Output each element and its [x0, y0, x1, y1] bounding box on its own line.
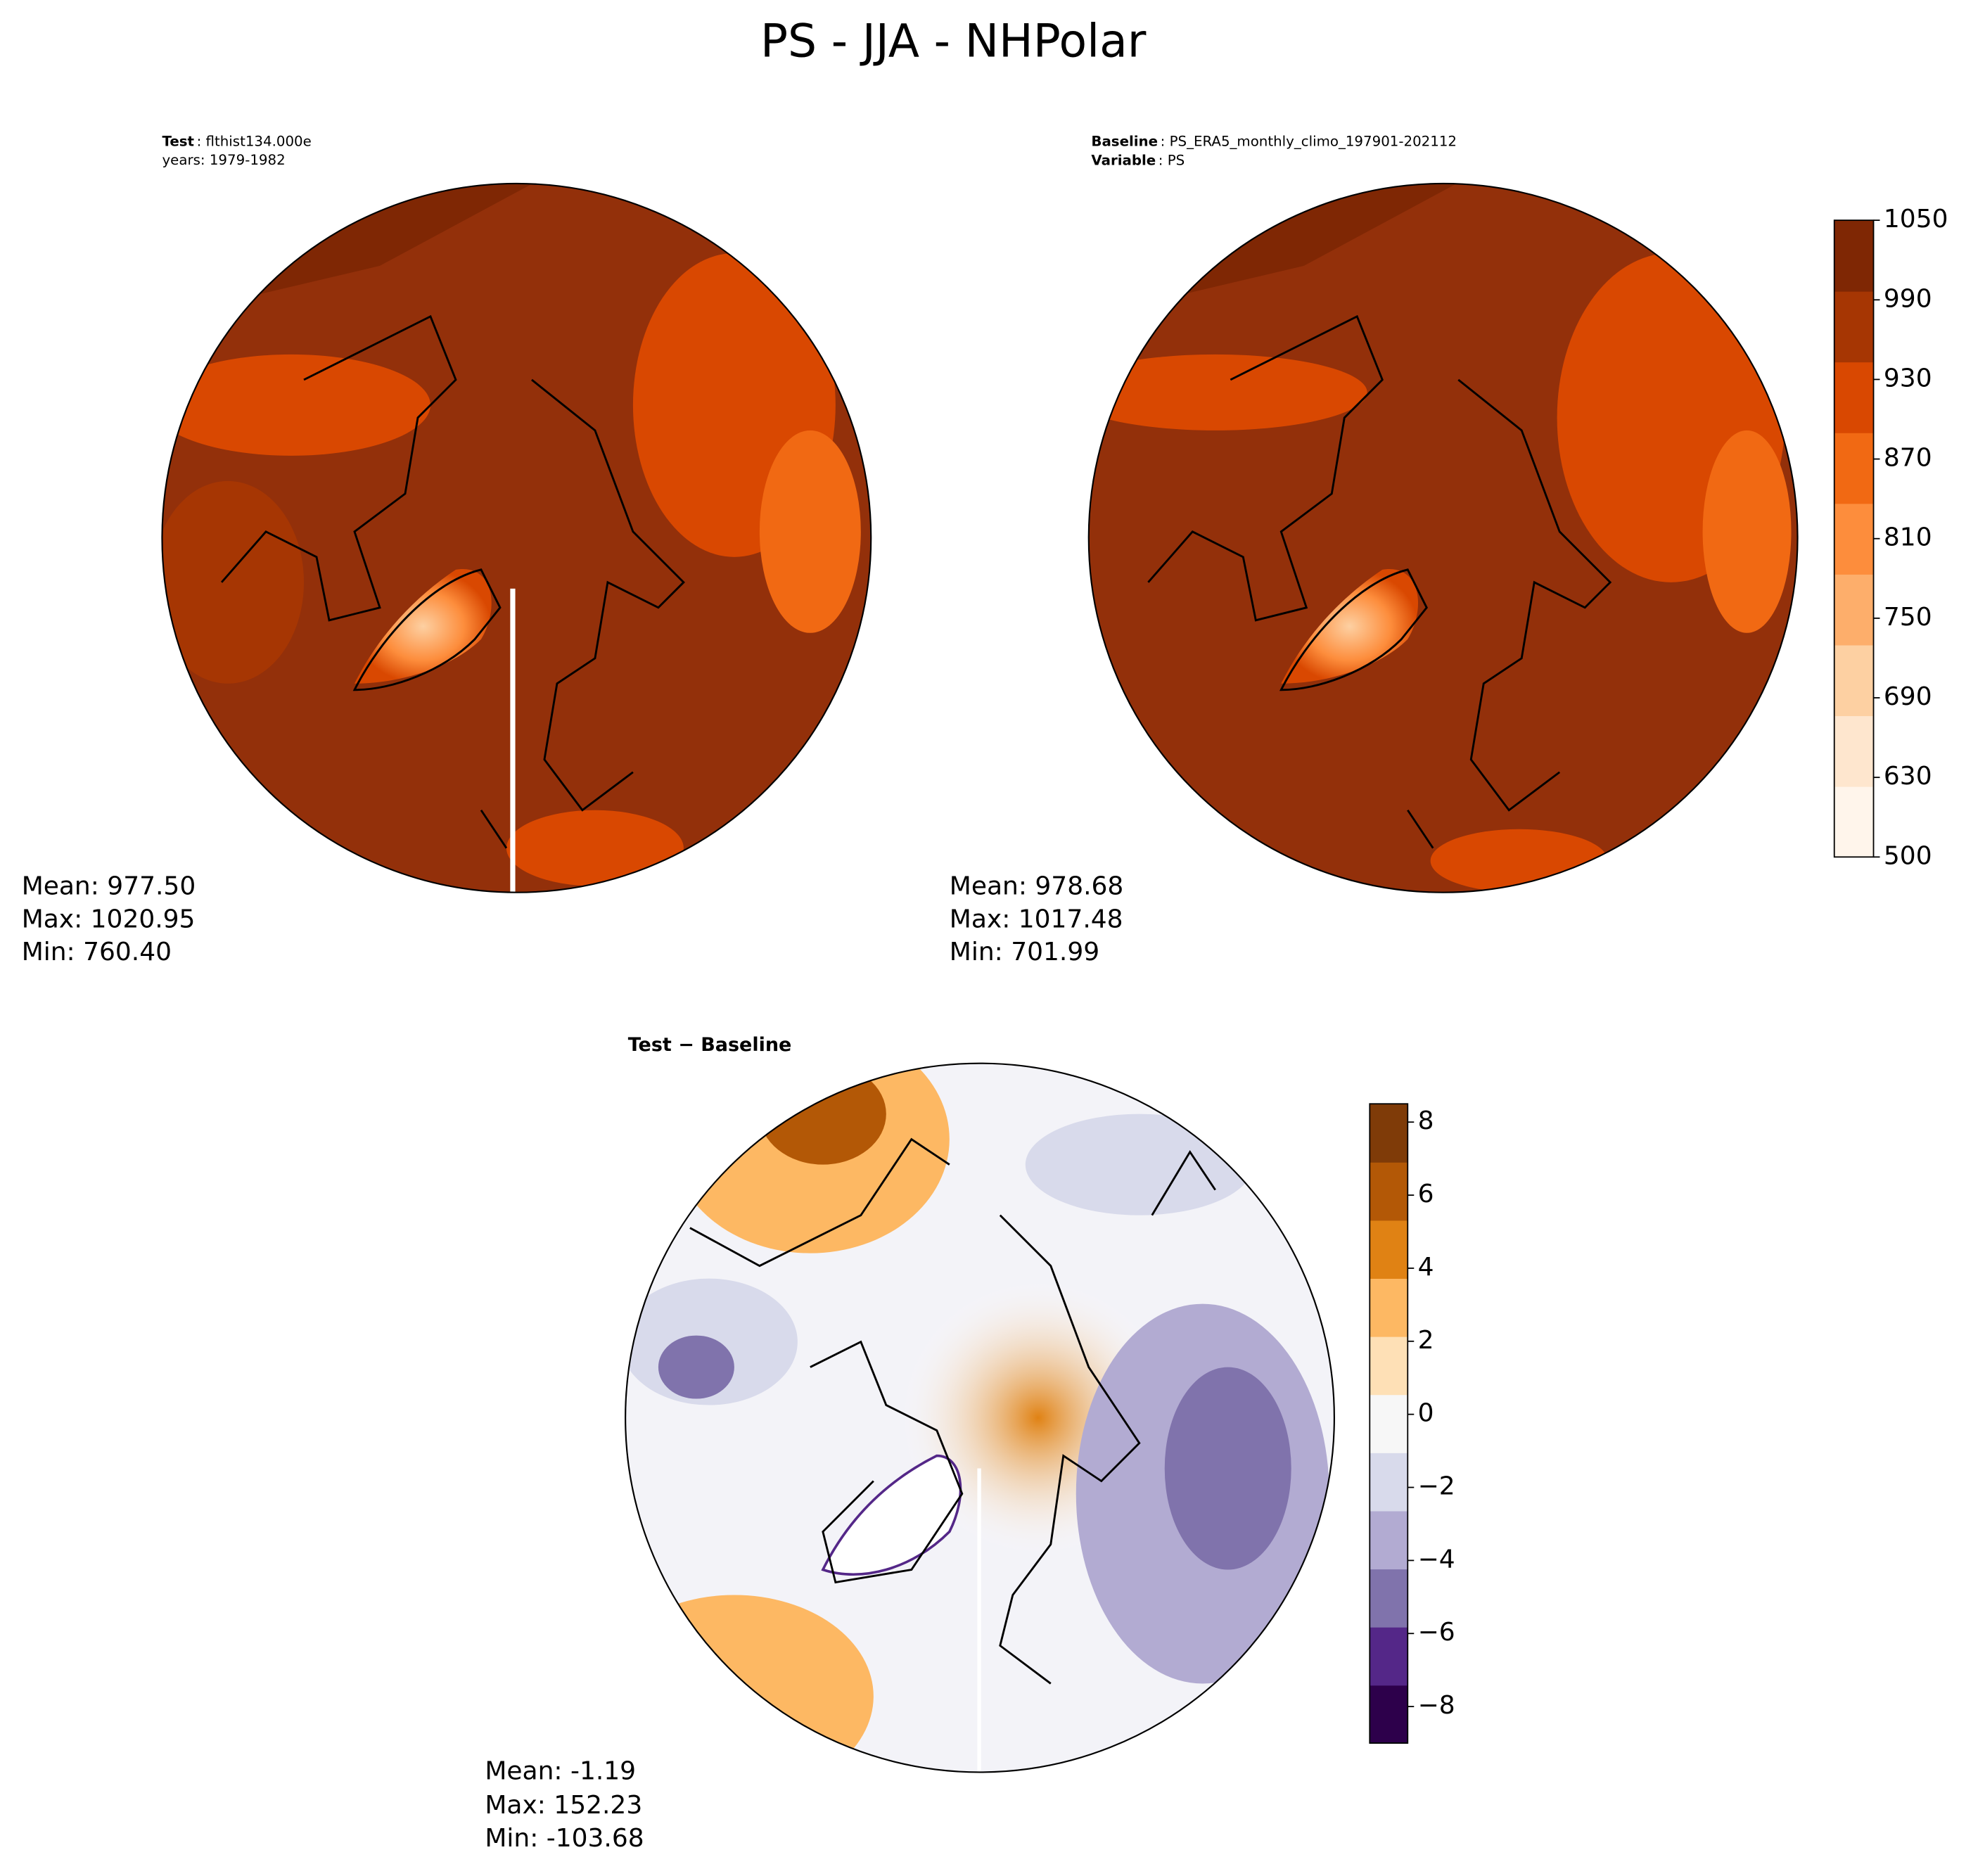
colorbar-tick-label: 8: [1418, 1106, 1434, 1135]
colorbar-band: [1370, 1220, 1408, 1280]
panel-label: Baseline: PS_ERA5_monthly_climo_197901-2…: [1091, 133, 1457, 149]
label-value: : flthist134.000e: [197, 133, 312, 149]
label-value: : PS_ERA5_monthly_climo_197901-202112: [1161, 133, 1457, 149]
colorbar-band: [1370, 1569, 1408, 1628]
colorbar-band: [1370, 1685, 1408, 1744]
panel-label: Test − Baseline: [628, 1034, 792, 1056]
panel-sublabel: Variable: PS: [1091, 152, 1185, 168]
colorbar-tick-label: 870: [1884, 444, 1932, 473]
colorbar-tick-label: −2: [1418, 1472, 1455, 1501]
figure-title: PS - JJA - NHPolar: [760, 15, 1147, 68]
colorbar-tick-label: 500: [1884, 841, 1932, 870]
colorbar-band: [1834, 291, 1874, 363]
colorbar-tick-label: 810: [1884, 523, 1932, 552]
colorbar-tick-label: 930: [1884, 364, 1932, 393]
colorbar-band: [1834, 574, 1874, 646]
colorbar-frame: [1369, 1103, 1409, 1744]
panel-label: Test: flthist134.000e: [162, 133, 311, 149]
colorbar-band: [1370, 1161, 1408, 1221]
colorbar-band: [1834, 715, 1874, 787]
stat-max: Max: 152.23: [485, 1791, 642, 1820]
colorbar-tick-label: 630: [1884, 762, 1932, 791]
stat-min: Min: 760.40: [22, 938, 172, 966]
colorbar-tick-label: 990: [1884, 284, 1932, 313]
label-key: Baseline: [1091, 133, 1158, 149]
colorbar-band: [1834, 503, 1874, 575]
colorbar-tick-label: 690: [1884, 682, 1932, 711]
stat-mean: Mean: -1.19: [485, 1756, 636, 1785]
colorbar-band: [1370, 1278, 1408, 1337]
stat-mean: Mean: 978.68: [950, 872, 1124, 901]
map: [1088, 183, 1798, 893]
colorbar-tick-label: 2: [1418, 1326, 1434, 1355]
colorbar-band: [1834, 362, 1874, 433]
label-value: : PS: [1159, 152, 1185, 168]
colorbar-band: [1834, 786, 1874, 858]
colorbar-band: [1834, 644, 1874, 717]
colorbar-band: [1370, 1104, 1408, 1163]
colorbar-band: [1370, 1452, 1408, 1512]
map: [625, 1063, 1334, 1773]
stat-max: Max: 1017.48: [950, 905, 1123, 933]
colorbar-band: [1370, 1394, 1408, 1453]
colorbar-band: [1370, 1336, 1408, 1396]
panel-sublabel: years: 1979-1982: [162, 152, 285, 168]
map: [162, 183, 872, 893]
stat-max: Max: 1020.95: [22, 905, 196, 933]
stat-min: Min: 701.99: [950, 938, 1099, 966]
colorbar-band: [1834, 220, 1874, 292]
colorbar-band: [1834, 432, 1874, 504]
stat-mean: Mean: 977.50: [22, 872, 196, 901]
colorbar-tick-label: 0: [1418, 1399, 1434, 1428]
label-key: Test: [162, 133, 194, 149]
colorbar-band: [1370, 1510, 1408, 1570]
colorbar-tick-label: 4: [1418, 1253, 1434, 1282]
stat-min: Min: -103.68: [485, 1824, 644, 1853]
colorbar-tick-label: 6: [1418, 1180, 1434, 1208]
colorbar-tick-label: −8: [1418, 1691, 1455, 1720]
colorbar-tick-label: 1050: [1884, 205, 1948, 234]
colorbar-band: [1370, 1626, 1408, 1686]
colorbar-tick-label: 750: [1884, 603, 1932, 632]
colorbar-tick-label: −6: [1418, 1618, 1455, 1647]
colorbar-tick-label: −4: [1418, 1545, 1455, 1574]
label-key: Variable: [1091, 152, 1156, 168]
